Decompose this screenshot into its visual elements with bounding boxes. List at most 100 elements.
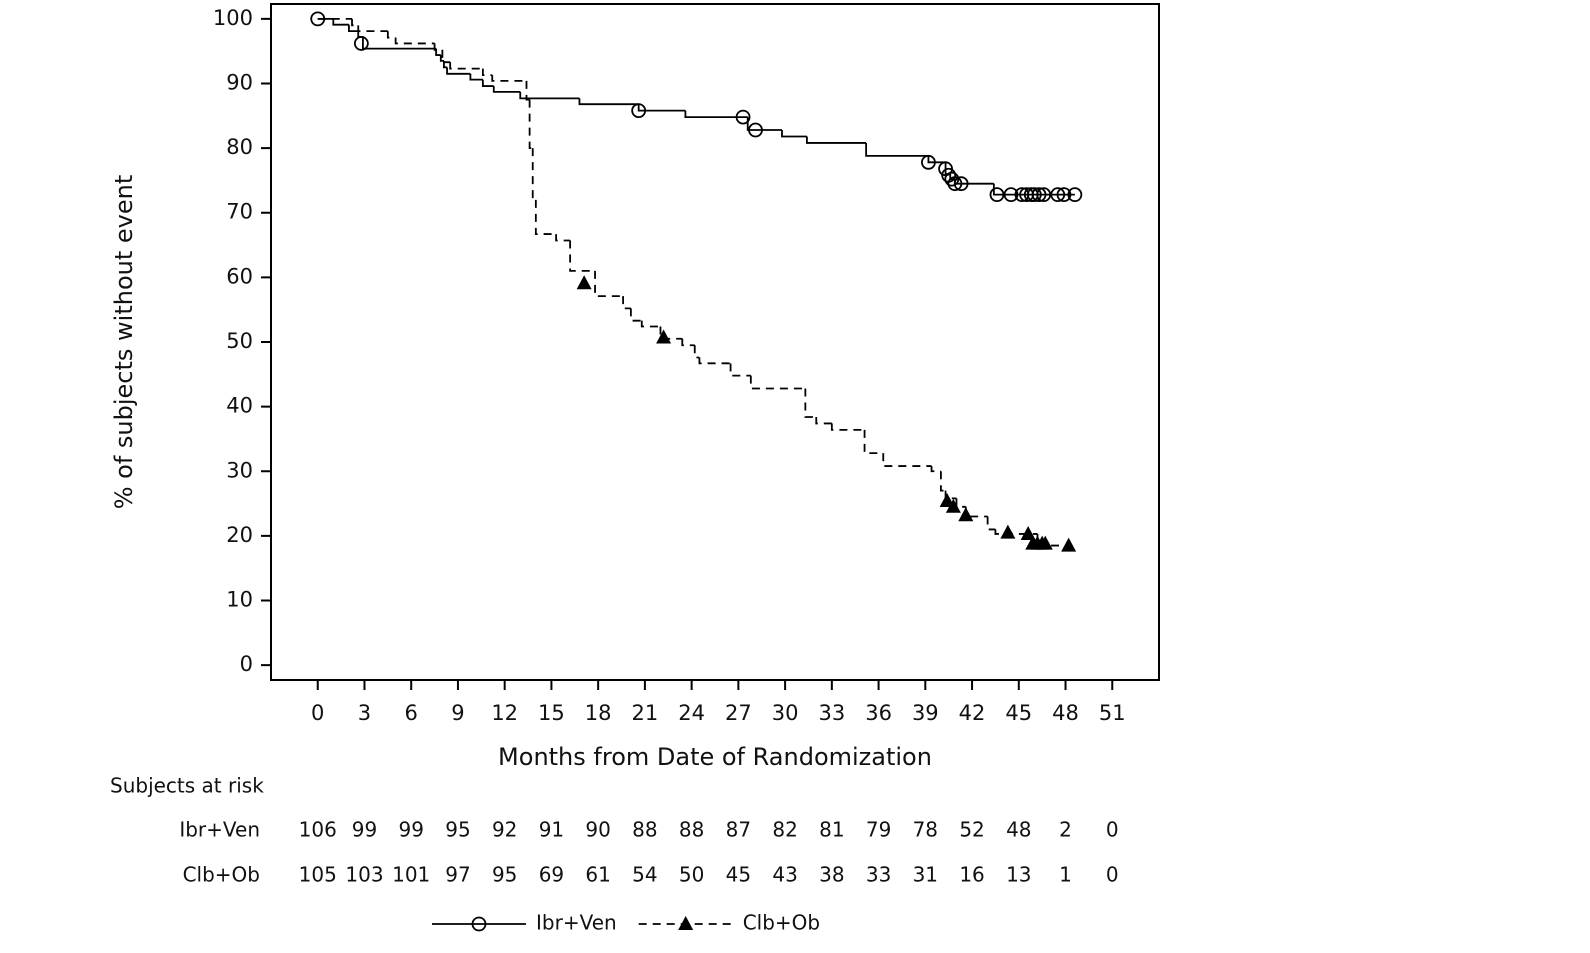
km-step xyxy=(435,48,441,56)
km-step xyxy=(622,296,631,310)
risk-count: 1 xyxy=(1059,863,1072,887)
y-tick-label: 80 xyxy=(226,135,253,159)
y-tick-label: 40 xyxy=(226,394,253,418)
km-step xyxy=(749,375,806,390)
km-step xyxy=(659,326,683,340)
x-tick-label: 45 xyxy=(1005,701,1032,725)
x-tick-label: 9 xyxy=(451,701,464,725)
censor-marker xyxy=(656,329,672,344)
x-tick-label: 39 xyxy=(912,701,939,725)
censor-marker xyxy=(576,275,592,290)
risk-table-title: Subjects at risk xyxy=(110,774,264,798)
risk-count: 95 xyxy=(445,818,470,842)
risk-count: 79 xyxy=(866,818,891,842)
km-step xyxy=(394,37,435,45)
km-step xyxy=(927,155,946,164)
y-tick-label: 70 xyxy=(226,200,253,224)
km-step xyxy=(930,466,941,473)
censor-marker xyxy=(1003,187,1019,203)
legend-label: Clb+Ob xyxy=(743,911,820,935)
x-tick-label: 18 xyxy=(585,701,612,725)
km-step xyxy=(955,498,966,508)
km-step xyxy=(681,338,695,347)
x-tick-label: 24 xyxy=(678,701,705,725)
km-step xyxy=(806,136,867,144)
km-step xyxy=(347,24,359,33)
x-tick-label: 30 xyxy=(772,701,799,725)
km-step xyxy=(830,423,865,431)
km-step xyxy=(555,234,571,242)
x-tick-label: 48 xyxy=(1052,701,1079,725)
risk-count: 13 xyxy=(1006,863,1031,887)
km-step xyxy=(534,199,557,235)
risk-count: 78 xyxy=(913,818,938,842)
risk-count: 101 xyxy=(392,863,430,887)
km-step xyxy=(492,86,521,93)
risk-count: 87 xyxy=(726,818,751,842)
km-step xyxy=(629,308,642,322)
y-tick-label: 0 xyxy=(240,652,253,676)
km-step xyxy=(531,148,536,201)
km-step xyxy=(443,60,448,69)
risk-count: 48 xyxy=(1006,818,1031,842)
x-tick-label: 33 xyxy=(818,701,845,725)
plot-frame xyxy=(270,3,1160,681)
risk-count: 81 xyxy=(819,818,844,842)
x-tick-label: 51 xyxy=(1099,701,1126,725)
legend-marker xyxy=(471,916,487,932)
km-step xyxy=(992,183,1075,196)
risk-count: 105 xyxy=(299,863,337,887)
km-step xyxy=(481,79,494,87)
censor-marker xyxy=(958,507,974,522)
km-step xyxy=(815,416,832,425)
y-tick-label: 30 xyxy=(226,458,253,482)
x-axis-title: Months from Date of Randomization xyxy=(498,743,932,771)
risk-count: 82 xyxy=(772,818,797,842)
risk-count: 61 xyxy=(585,863,610,887)
censor-marker xyxy=(353,36,369,51)
km-step xyxy=(386,31,396,39)
censor-marker xyxy=(945,498,961,513)
km-step xyxy=(994,529,1038,535)
y-tick-label: 60 xyxy=(226,264,253,288)
risk-count: 106 xyxy=(299,818,337,842)
km-step xyxy=(986,516,996,531)
km-step xyxy=(441,49,451,64)
risk-count: 92 xyxy=(492,818,517,842)
km-step xyxy=(525,80,530,101)
km-step xyxy=(804,388,817,418)
risk-row-label: Ibr+Ven xyxy=(179,818,260,842)
censor-marker xyxy=(631,103,647,119)
censor-marker xyxy=(989,187,1005,203)
censor-marker xyxy=(1031,187,1047,203)
risk-count: 69 xyxy=(539,863,564,887)
km-step xyxy=(863,429,884,455)
censor-marker xyxy=(1000,524,1016,539)
risk-count: 54 xyxy=(632,863,657,887)
censor-marker xyxy=(921,154,936,170)
risk-count: 50 xyxy=(679,863,704,887)
censor-marker xyxy=(1050,187,1066,203)
censor-marker xyxy=(1036,187,1052,203)
risk-count: 52 xyxy=(959,818,984,842)
censor-marker xyxy=(1067,187,1083,203)
x-tick-label: 21 xyxy=(632,701,659,725)
km-step xyxy=(729,363,751,377)
risk-count: 38 xyxy=(819,863,844,887)
km-step xyxy=(698,357,731,365)
risk-count: 43 xyxy=(772,863,797,887)
risk-count: 31 xyxy=(913,863,938,887)
risk-count: 45 xyxy=(726,863,751,887)
km-step xyxy=(351,18,359,27)
km-step xyxy=(693,345,700,359)
km-step xyxy=(594,270,624,298)
risk-row-label: Clb+Ob xyxy=(183,863,260,887)
x-tick-label: 15 xyxy=(538,701,565,725)
km-step xyxy=(865,142,929,157)
km-step xyxy=(439,55,444,62)
risk-count: 16 xyxy=(959,863,984,887)
risk-count: 88 xyxy=(679,818,704,842)
risk-count: 0 xyxy=(1106,818,1119,842)
x-tick-label: 36 xyxy=(865,701,892,725)
